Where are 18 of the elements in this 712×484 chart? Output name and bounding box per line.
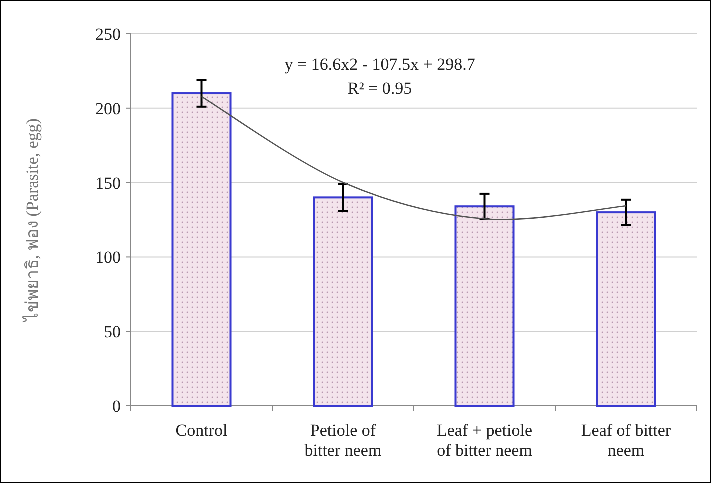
bar <box>596 212 656 407</box>
y-tick-label: 50 <box>104 322 121 342</box>
x-tick-label: Leaf of bitter neem <box>581 421 672 460</box>
y-tick-label: 0 <box>112 397 121 416</box>
x-tick-label: Leaf + petiole of bitter neem <box>437 421 532 460</box>
y-tick-label: 250 <box>96 25 121 44</box>
y-tick-label: 150 <box>96 174 121 193</box>
x-tick-label: Control <box>176 421 228 440</box>
bar <box>313 196 374 407</box>
annotation: R² = 0.95 <box>348 79 412 98</box>
line-series <box>201 96 627 220</box>
bar <box>454 206 515 407</box>
x-tick-label: Petiole of bitter neem <box>304 421 382 460</box>
annotation: y = 16.6x2 - 107.5x + 298.7 <box>284 55 476 74</box>
y-tick-label: 200 <box>96 99 121 118</box>
y-tick-label: 100 <box>96 248 121 268</box>
y-axis-title: ไข่พยาธิ, ฟอง (Parasite, egg) <box>22 118 42 324</box>
bar <box>172 92 232 407</box>
